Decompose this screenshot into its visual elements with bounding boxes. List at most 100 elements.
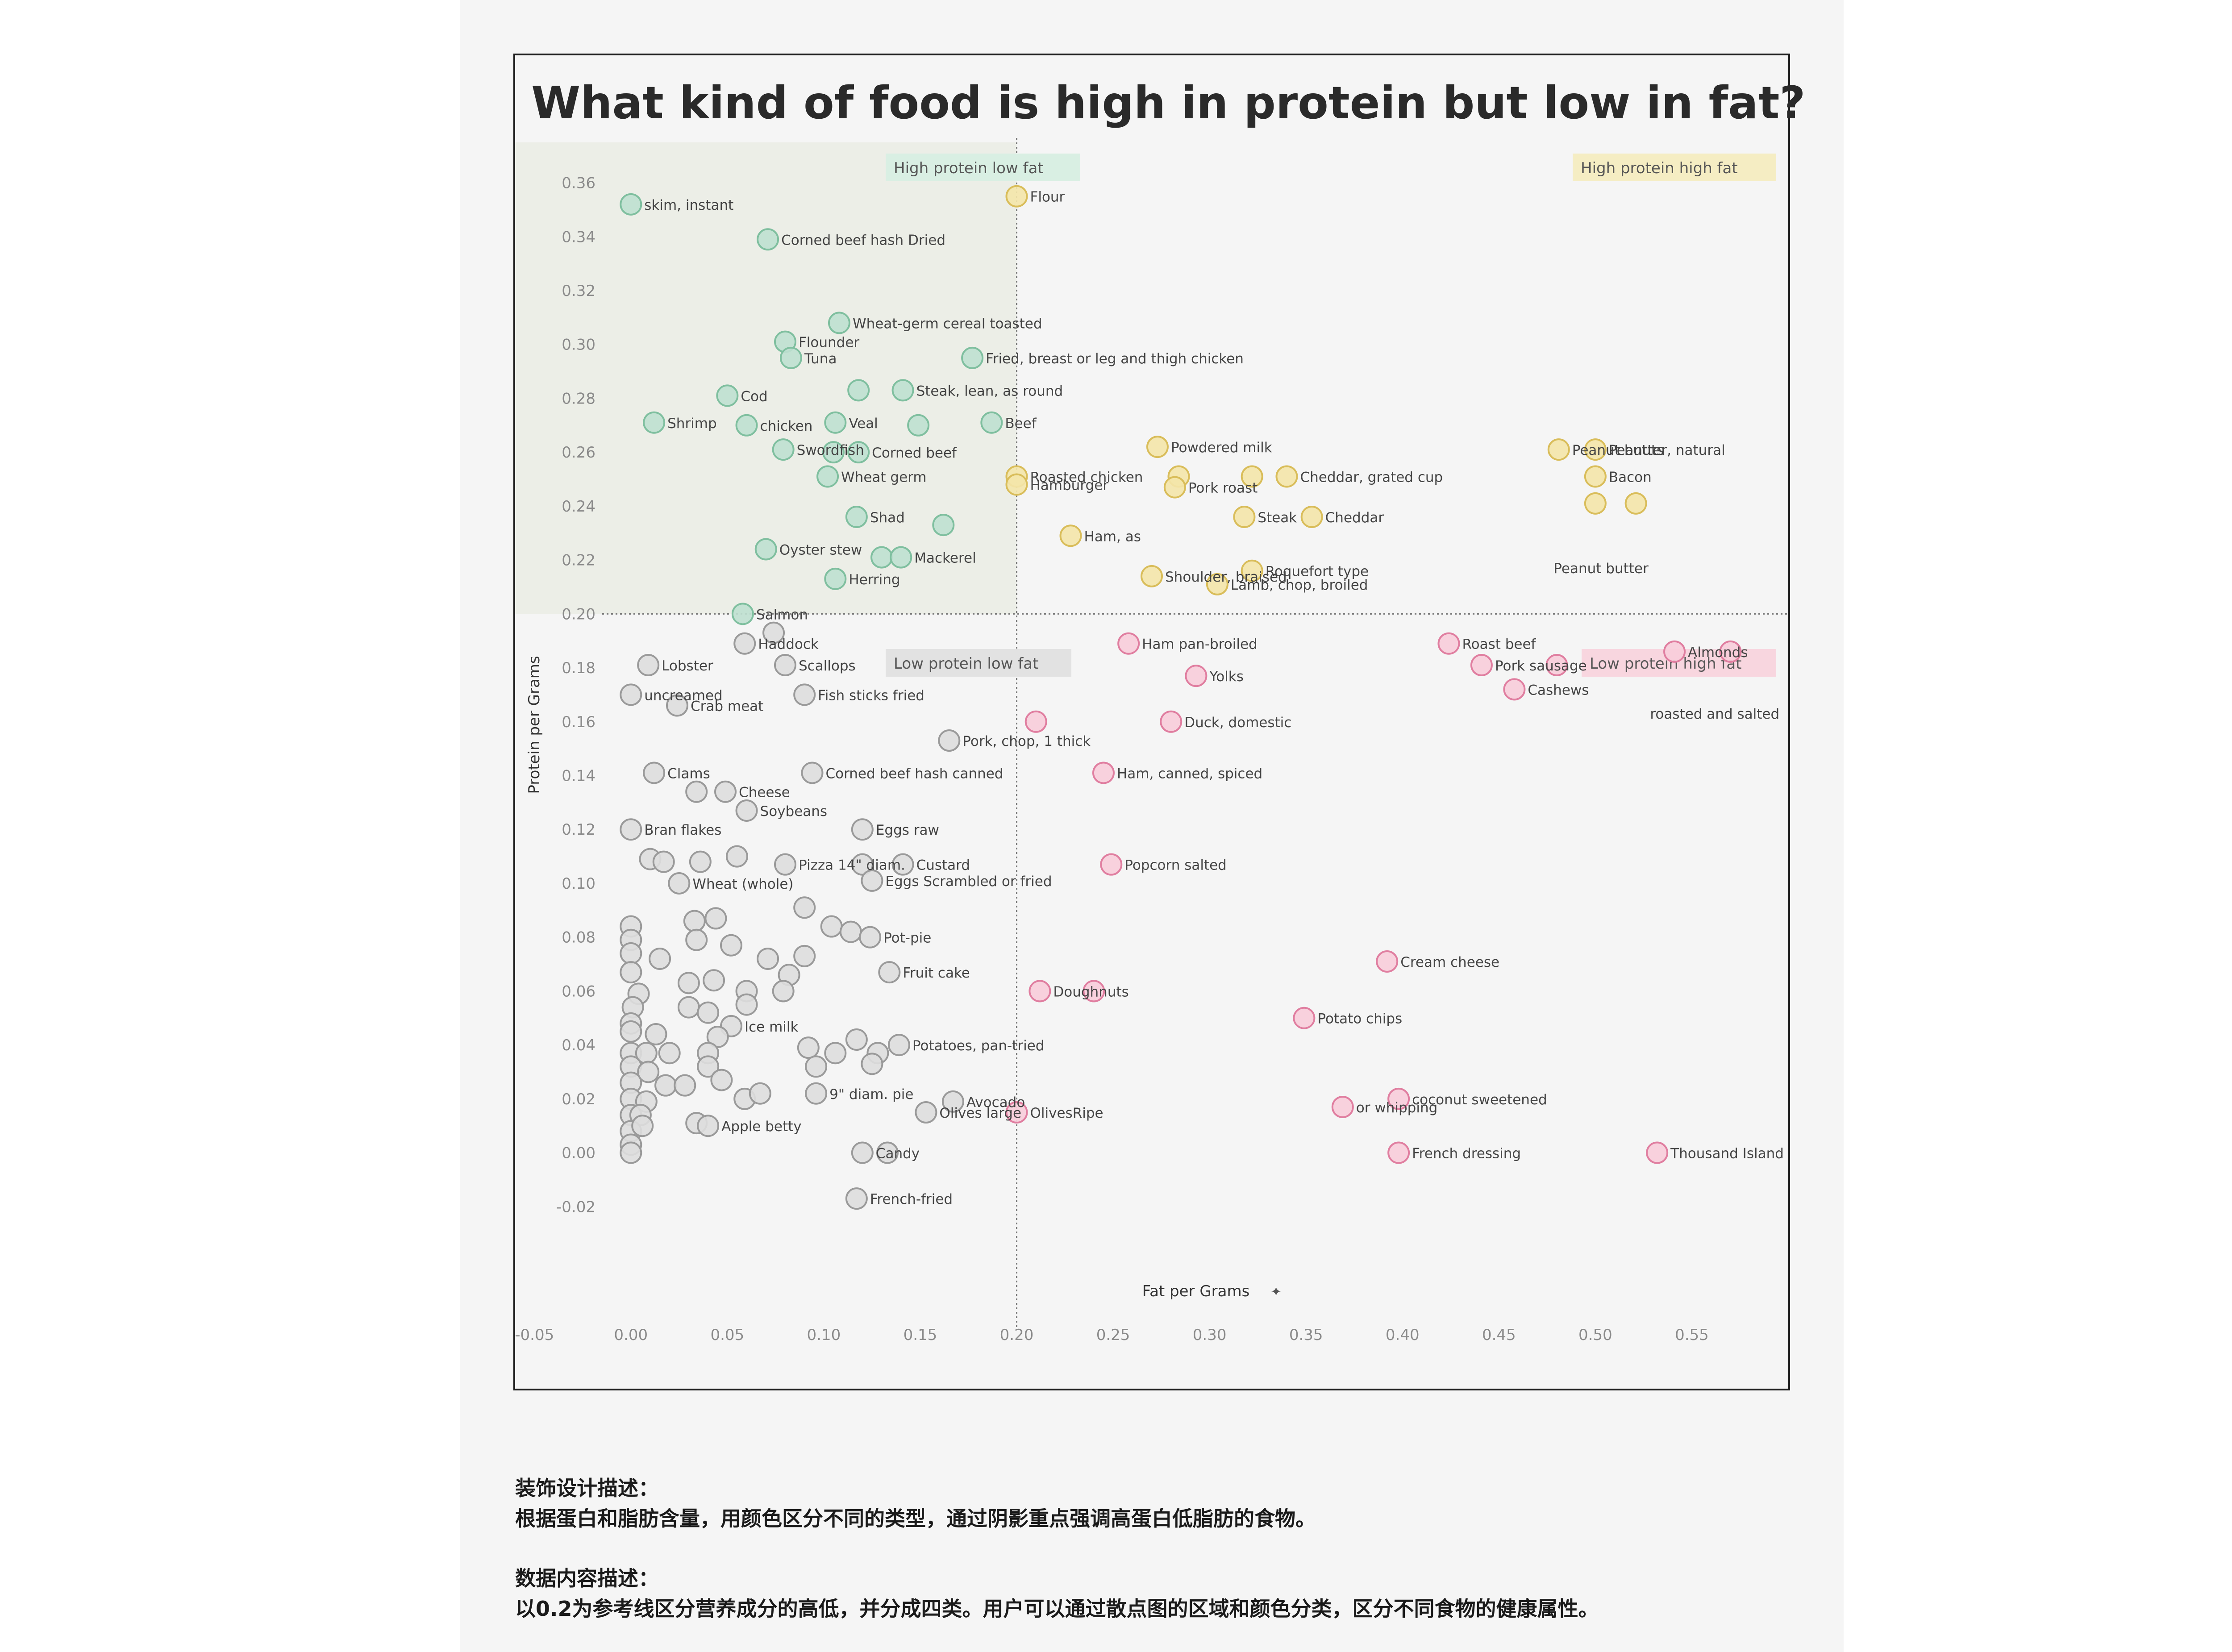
data-point — [637, 1061, 660, 1083]
reference-lines — [602, 138, 1788, 1330]
point-label: Yolks — [1209, 669, 1244, 685]
data-point — [749, 1082, 771, 1105]
quadrant-label-background — [886, 154, 1080, 181]
design-heading: 装饰设计描述： — [515, 1476, 659, 1500]
data-point — [938, 729, 961, 752]
point-label: Wheat (whole) — [692, 876, 793, 892]
data-point — [890, 546, 912, 569]
y-tick-label: 0.12 — [562, 821, 595, 839]
data-point — [839, 920, 862, 943]
quadrant-label: High protein low fat — [894, 159, 1044, 177]
content-text: 以0.2为参考线区分营养成分的高低，并分成四类。用户可以通过散点图的区域和颜色分… — [515, 1597, 1599, 1621]
x-tick-label: 0.05 — [710, 1326, 744, 1344]
data-point — [861, 1053, 883, 1075]
point-label: Steak, lean, as round — [916, 383, 1063, 399]
data-point — [1275, 465, 1298, 488]
data-point — [637, 654, 660, 677]
data-point — [1163, 476, 1186, 499]
point-label: Shoulder, braised — [1165, 569, 1287, 585]
point-label: Mackerel — [914, 550, 976, 566]
point-label: skim, instant — [644, 197, 733, 213]
data-point — [845, 506, 868, 528]
pin-icon: ✦ — [1270, 1284, 1282, 1300]
point-label: Corned beef hash canned — [825, 766, 1003, 782]
data-point — [891, 853, 914, 876]
data-point — [697, 1001, 720, 1024]
point-label: French dressing — [1412, 1146, 1521, 1162]
shaded-quadrant — [515, 142, 1017, 614]
x-tick-label: 0.55 — [1675, 1326, 1709, 1344]
point-label: Pork roast — [1188, 480, 1258, 496]
x-tick-label: 0.25 — [1096, 1326, 1130, 1344]
point-label: Pot-pie — [883, 930, 931, 946]
data-point — [683, 910, 706, 932]
point-label: roasted and salted — [1650, 706, 1779, 722]
data-point — [677, 996, 700, 1019]
x-tick-label: 0.10 — [807, 1326, 841, 1344]
data-point — [822, 441, 845, 464]
data-point — [1547, 438, 1570, 461]
point-label: Cheddar — [1325, 510, 1384, 526]
data-point — [1624, 492, 1647, 515]
y-tick-label: 0.16 — [562, 713, 595, 731]
x-tick-label: 0.00 — [614, 1326, 648, 1344]
data-point — [1005, 473, 1028, 496]
point-label: Crab meat — [691, 699, 763, 715]
data-point — [1387, 1141, 1410, 1164]
quadrant-label-background — [1573, 154, 1776, 181]
data-point — [1092, 762, 1115, 784]
point-label: Duck, domestic — [1184, 715, 1291, 731]
data-point — [1185, 665, 1208, 687]
data-point — [847, 379, 870, 402]
y-tick-label: 0.06 — [562, 982, 595, 1000]
y-tick-label: 0.34 — [562, 228, 595, 246]
point-label: Powdered milk — [1171, 440, 1272, 456]
data-point — [1005, 185, 1028, 208]
point-label: French-fried — [870, 1191, 953, 1207]
data-point — [1331, 1095, 1354, 1118]
point-label: Roquefort type — [1266, 564, 1369, 580]
data-point — [620, 683, 642, 706]
data-point — [1141, 565, 1163, 587]
data-point — [689, 850, 712, 873]
point-label: OlivesRipe — [1030, 1105, 1104, 1121]
y-tick-label: 0.36 — [562, 175, 595, 192]
point-label: 9" diam. pie — [829, 1086, 913, 1103]
data-point — [1117, 632, 1140, 655]
point-label: Scallops — [799, 658, 856, 674]
data-point — [801, 762, 824, 784]
page-background: What kind of food is high in protein but… — [460, 0, 1844, 1652]
point-label: Wheat germ — [841, 469, 927, 485]
data-point — [620, 193, 642, 216]
data-point — [847, 441, 870, 464]
point-label: Lobster — [662, 658, 713, 674]
data-point — [878, 961, 901, 984]
data-point — [870, 546, 893, 569]
data-point — [805, 1082, 828, 1105]
data-point — [816, 465, 839, 488]
data-point — [725, 845, 748, 868]
data-point — [1160, 710, 1183, 733]
data-point — [861, 869, 883, 892]
data-point — [876, 1141, 899, 1164]
y-tick-label: 0.28 — [562, 390, 595, 408]
axis-ticks: -0.05 0.00 0.05 0.10 0.15 0.20 0.25 0.30 0.35 0.4… — [515, 175, 1709, 1344]
point-label: Cheddar, grated cup — [1300, 469, 1443, 485]
y-tick-label: 0.24 — [562, 498, 595, 516]
data-point — [1387, 1087, 1410, 1110]
data-point — [1437, 632, 1460, 655]
data-point — [1584, 465, 1607, 488]
data-point — [668, 872, 691, 895]
data-point — [1646, 1141, 1669, 1164]
point-label: Roast beef — [1462, 637, 1536, 653]
point-label: Ham pan-broiled — [1142, 637, 1258, 653]
data-point — [720, 934, 742, 957]
data-point — [710, 1069, 733, 1091]
point-label: Swordfish — [797, 442, 864, 458]
point-label: Tuna — [804, 351, 837, 367]
point-label: uncreamed — [644, 687, 722, 703]
data-point — [735, 993, 758, 1016]
data-point — [1376, 950, 1399, 973]
data-point — [731, 603, 754, 625]
data-point — [697, 1055, 720, 1078]
